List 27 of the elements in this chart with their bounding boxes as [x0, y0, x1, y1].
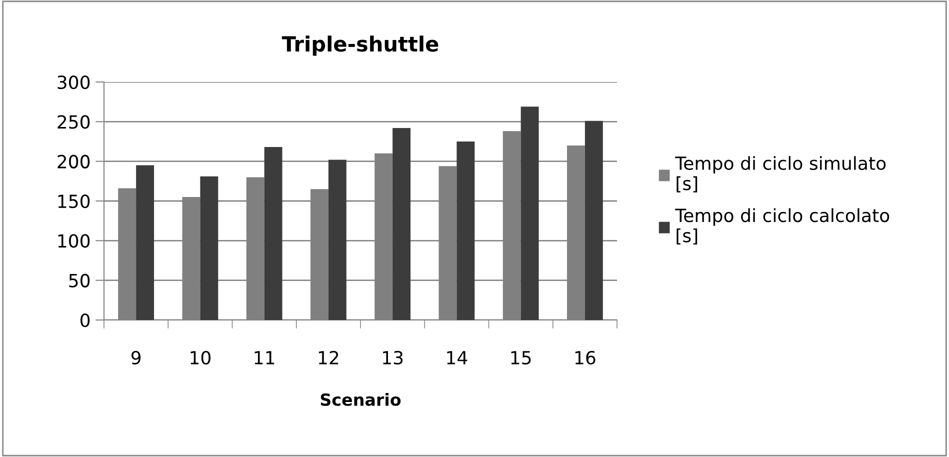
y-tick-label: 200	[58, 154, 90, 168]
bar	[136, 165, 154, 320]
legend-label: Tempo di ciclo simulato [s]	[675, 156, 886, 192]
x-tick-label: 16	[575, 350, 596, 365]
y-tick-label: 50	[69, 274, 90, 288]
legend-label: Tempo di ciclo calcolato [s]	[675, 208, 890, 245]
chart-title: Triple-shuttle	[282, 36, 438, 56]
y-tick-label: 250	[58, 115, 90, 129]
bar	[200, 176, 218, 320]
x-tick-label: 10	[190, 350, 210, 365]
bar	[520, 106, 539, 320]
x-tick-label: 11	[254, 351, 274, 364]
y-tick-label: 100	[58, 234, 90, 248]
x-tick-label: 15	[511, 351, 531, 365]
x-tick-label: 14	[447, 351, 468, 364]
y-tick-label: 300	[58, 75, 90, 90]
x-axis-title: Scenario	[320, 393, 401, 406]
x-tick-label: 9	[131, 350, 141, 365]
bar	[456, 142, 475, 320]
x-tick-label: 13	[383, 350, 403, 365]
bar	[392, 128, 411, 320]
y-tick-label: 150	[58, 194, 90, 208]
bar	[584, 120, 603, 320]
x-tick-label: 12	[318, 350, 338, 364]
y-tick-label: 0	[80, 313, 90, 328]
bar	[328, 160, 346, 320]
bar	[264, 147, 282, 320]
